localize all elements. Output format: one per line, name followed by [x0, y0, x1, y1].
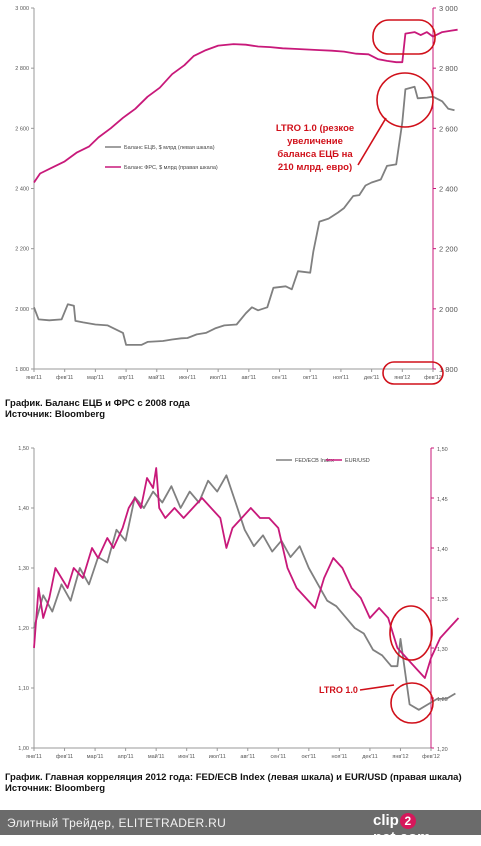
annotation-arrow: [357, 117, 387, 166]
legend-label: FED/ECB Index: [295, 458, 334, 464]
x-tick-label: янв'11: [26, 375, 42, 381]
x-tick-label: авг'11: [240, 754, 255, 760]
x-tick-label: мар'11: [87, 754, 104, 760]
y-right-tick-label: 2 000: [439, 305, 458, 314]
y-left-tick-label: 1,20: [18, 626, 29, 632]
annotation-ltro-line: увеличение: [287, 136, 343, 147]
y-right-tick-label: 3 000: [439, 4, 458, 13]
annotation-circle-axis: [382, 361, 444, 385]
chart2-caption: График. Главная корреляция 2012 года: FE…: [5, 772, 462, 794]
x-tick-label: янв'12: [392, 754, 408, 760]
y-left-tick-label: 2 200: [15, 247, 29, 253]
y-right-tick-label: 2 600: [439, 124, 458, 133]
legend-label: Баланс ЕЦБ, $ млрд (левая шкала): [124, 145, 215, 151]
x-tick-label: май'11: [148, 753, 165, 760]
footer-site-text: Элитный Трейдер, ELITETRADER.RU: [7, 816, 227, 830]
y-left-tick-label: 2 000: [15, 307, 29, 313]
x-tick-label: фев'12: [424, 375, 442, 381]
annotation-circle-ecb: [376, 72, 434, 128]
x-tick-label: сен'11: [272, 375, 288, 381]
chart1-caption-source: Источник: Bloomberg: [5, 409, 105, 420]
x-tick-label: фев'12: [422, 754, 440, 760]
y-right-tick-label: 1,40: [437, 547, 448, 553]
x-tick-label: окт'11: [303, 375, 318, 381]
x-tick-label: мар'11: [87, 375, 104, 381]
y-left-tick-label: 1,30: [18, 566, 29, 572]
series-line-right: [33, 28, 458, 184]
x-tick-label: янв'12: [394, 375, 410, 381]
legend-label: EUR/USD: [345, 458, 370, 464]
y-right-tick-label: 1,30: [437, 647, 448, 653]
chart2-caption-title: График. Главная корреляция 2012 года: FE…: [5, 772, 462, 783]
annotation-ltro-line: 210 млрд. евро): [278, 162, 352, 173]
y-right-tick-label: 1,20: [437, 747, 448, 753]
chart1-caption: График. Баланс ЕЦБ и ФРС с 2008 года Ист…: [5, 398, 190, 420]
y-left-tick-label: 1,40: [18, 506, 29, 512]
legend-label: Баланс ФРС, $ млрд (правая шкала): [124, 165, 218, 171]
x-tick-label: сен'11: [271, 754, 287, 760]
chart2-caption-source: Источник: Bloomberg: [5, 783, 105, 794]
annotation-circle-eurusd: [389, 605, 433, 661]
footer-bar: Элитный Трейдер, ELITETRADER.RU clip 2net…: [0, 810, 481, 846]
y-right-tick-label: 2 200: [439, 245, 458, 254]
y-right-tick-label: 1,35: [437, 597, 448, 603]
x-tick-label: ноя'11: [331, 754, 347, 760]
clip2net-logo-badge: 2: [399, 813, 416, 830]
x-tick-label: ноя'11: [333, 375, 349, 381]
clip2net-logo[interactable]: clip 2net.com: [373, 812, 473, 846]
x-tick-label: дек'11: [362, 754, 377, 760]
x-tick-label: янв'11: [26, 754, 42, 760]
clip2net-logo-post: net.com: [373, 829, 431, 846]
y-right-tick-label: 1 800: [439, 365, 458, 374]
y-left-tick-label: 1,10: [18, 686, 29, 692]
y-left-tick-label: 2 400: [15, 187, 29, 193]
x-tick-label: июл'11: [210, 375, 227, 381]
annotation-ltro-line: LTRO 1.0 (резкое: [276, 123, 354, 134]
x-tick-label: июн'11: [178, 754, 195, 760]
y-left-tick-label: 2 800: [15, 66, 29, 72]
x-tick-label: июн'11: [179, 375, 196, 381]
y-left-tick-label: 3 000: [15, 6, 29, 12]
x-tick-label: апр'11: [118, 375, 134, 381]
x-tick-label: апр'11: [118, 754, 134, 760]
fedecb-eurusd-chart-svg: 1,00 1,10 1,20 1,30 1,40 1,50 1,20 1,25 1,30 1,35…: [18, 446, 460, 760]
x-tick-label: май'11: [148, 374, 165, 381]
y-left-tick-label: 2 600: [15, 126, 29, 132]
y-left-tick-label: 1,50: [18, 446, 29, 452]
x-tick-label: фев'11: [56, 754, 73, 760]
ecb-fed-balance-chart: 1 800 2 000 2 200 2 400 2 600 2 800 3 000 1 800…: [0, 0, 481, 390]
ecb-fed-balance-chart-svg: 1 800 2 000 2 200 2 400 2 600 2 800 3 000 1 800…: [15, 4, 458, 385]
annotation-circle-index: [390, 682, 434, 724]
fedecb-eurusd-chart: 1,00 1,10 1,20 1,30 1,40 1,50 1,20 1,25 1,30 1,35…: [0, 440, 481, 765]
y-right-tick-label: 1,50: [437, 447, 448, 453]
series-line-right: [33, 467, 460, 679]
y-right-tick-label: 1,45: [437, 497, 448, 503]
y-left-tick-label: 1,00: [18, 746, 29, 752]
series-line-left: [33, 85, 455, 346]
annotation-circle-fed: [372, 19, 436, 55]
clip2net-logo-pre: clip: [373, 812, 399, 829]
x-tick-label: окт'11: [301, 754, 316, 760]
series-line-left: [33, 474, 456, 711]
x-tick-label: дек'11: [364, 375, 379, 381]
y-left-tick-label: 1 800: [15, 367, 29, 373]
x-tick-label: фев'11: [56, 375, 73, 381]
annotation-arrow-2: [359, 684, 395, 691]
y-right-tick-label: 1,25: [437, 697, 448, 703]
annotation-ltro-line: баланса ЕЦБ на: [277, 149, 353, 160]
x-tick-label: авг'11: [241, 375, 256, 381]
y-right-tick-label: 2 400: [439, 185, 458, 194]
x-tick-label: июл'11: [209, 754, 226, 760]
chart1-caption-title: График. Баланс ЕЦБ и ФРС с 2008 года: [5, 398, 190, 409]
y-right-tick-label: 2 800: [439, 64, 458, 73]
annotation-ltro-label: LTRO 1.0: [319, 685, 358, 695]
